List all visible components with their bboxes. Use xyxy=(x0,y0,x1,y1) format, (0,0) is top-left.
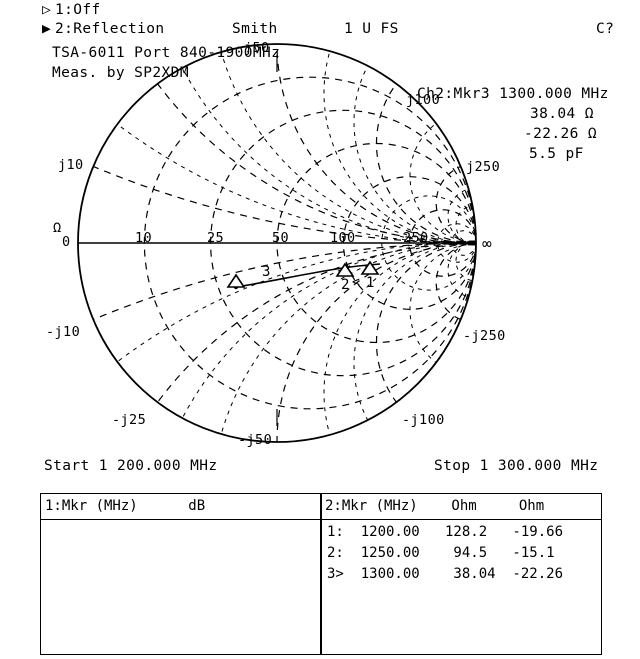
trace-marker-1-label: 1 xyxy=(366,275,375,291)
trace-marker-2-label: 2 xyxy=(341,277,350,293)
marker-table-right: 2:Mkr (MHz) Ohm Ohm 1: 1200.00 128.2 -19… xyxy=(320,493,602,655)
page-title: TSA-6011 Port 840-1900MHz xyxy=(52,45,281,61)
marker-table-right-header: 2:Mkr (MHz) Ohm Ohm xyxy=(325,498,545,514)
table-row[interactable]: 1: 1200.00 128.2 -19.66 xyxy=(327,524,564,540)
marker-readout-capacitance: 5.5 pF xyxy=(529,146,584,162)
smith-tick-r-25: 25 xyxy=(207,230,225,246)
trace-marker-1-glyph[interactable] xyxy=(360,260,380,275)
table-row[interactable]: 2: 1250.00 94.5 -15.1 xyxy=(327,545,555,561)
smith-tick-x-j50: j50 xyxy=(244,40,270,56)
marker-readout-resistance: 38.04 Ω xyxy=(530,106,594,122)
smith-tick-r-infinity: ∞ xyxy=(482,234,493,253)
smith-tick-x-neg-j250: -j250 xyxy=(463,328,506,344)
marker-table-left-header: 1:Mkr (MHz) dB xyxy=(45,498,206,514)
marker-table-right-divider xyxy=(321,519,601,520)
table-row[interactable]: 3> 1300.00 38.04 -22.26 xyxy=(327,566,564,582)
smith-tick-x-neg-j25: -j25 xyxy=(112,412,147,428)
smith-tick-r-50: 50 xyxy=(272,230,290,246)
smith-tick-x-j100: j100 xyxy=(406,92,441,108)
channel2-mode[interactable]: 2:Reflection xyxy=(55,21,165,37)
marker-table-left: 1:Mkr (MHz) dB xyxy=(40,493,322,655)
marker-readout-frequency: Ch2:Mkr3 1300.000 MHz xyxy=(417,86,609,102)
correction-flag[interactable]: C? xyxy=(596,21,615,37)
trace-marker-3-label: 3 xyxy=(262,264,271,280)
smith-tick-r-250: 250 xyxy=(403,230,429,246)
trace-marker-3-glyph[interactable] xyxy=(226,273,246,288)
smith-tick-x-neg-j100: -j100 xyxy=(402,412,445,428)
page-subtitle: Meas. by SP2XDM xyxy=(52,65,189,81)
smith-tick-x-neg-j10: -j10 xyxy=(46,324,81,340)
trace-marker-2-glyph[interactable] xyxy=(335,262,355,277)
smith-tick-x-j10: j10 xyxy=(58,157,84,173)
smith-unit-symbol: Ω xyxy=(53,220,62,236)
marker-readout-reactance: -22.26 Ω xyxy=(524,126,598,142)
smith-tick-r-10: 10 xyxy=(135,230,153,246)
smith-tick-r-100: 100 xyxy=(330,230,356,246)
smith-tick-x-j250: j250 xyxy=(466,159,501,175)
channel2-scale[interactable]: 1 U FS xyxy=(344,21,399,37)
active-marker-pointer-icon: < xyxy=(352,275,361,290)
channel2-marker-icon: ▶ xyxy=(42,21,52,37)
trace-ch2-reflection xyxy=(235,263,381,288)
channel1-status[interactable]: 1:Off xyxy=(55,2,101,18)
sweep-stop-label[interactable]: Stop 1 300.000 MHz xyxy=(434,458,599,474)
marker-table-left-divider xyxy=(41,519,321,520)
channel2-format[interactable]: Smith xyxy=(232,21,278,37)
smith-tick-x-neg-j50: -j50 xyxy=(238,432,273,448)
smith-tick-r-0: 0 xyxy=(62,234,71,250)
channel1-marker-icon: ▷ xyxy=(42,2,52,18)
sweep-start-label[interactable]: Start 1 200.000 MHz xyxy=(44,458,218,474)
